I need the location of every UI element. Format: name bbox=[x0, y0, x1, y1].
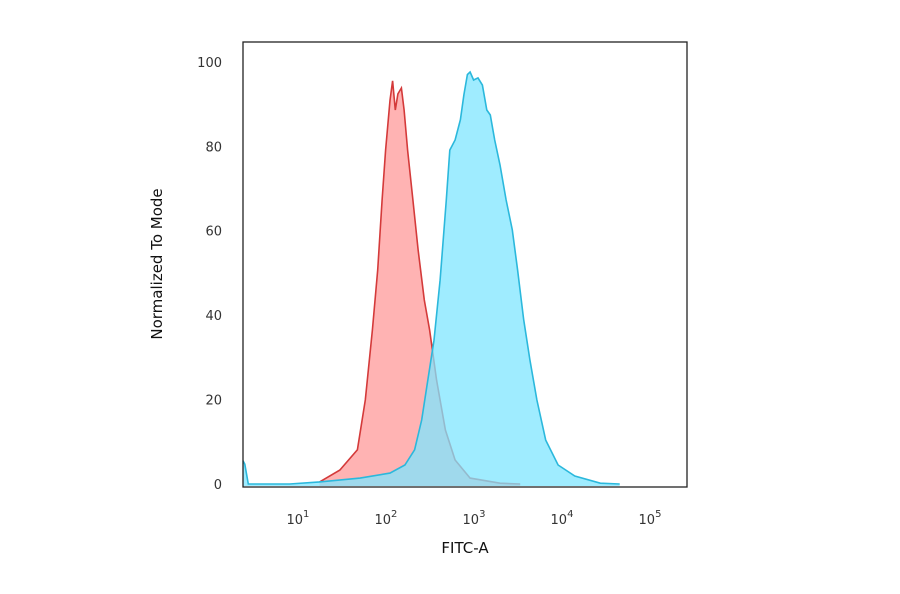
antibody-stained-area bbox=[243, 72, 620, 486]
x-tick-label: 102 bbox=[375, 509, 398, 528]
y-axis-label: Normalized To Mode bbox=[148, 188, 166, 339]
y-tick-label: 60 bbox=[205, 225, 222, 240]
x-tick-label: 103 bbox=[463, 509, 486, 528]
x-tick-label: 104 bbox=[551, 509, 574, 528]
plot-frame bbox=[242, 41, 688, 488]
x-tick-label: 105 bbox=[639, 509, 662, 528]
y-tick-label: 80 bbox=[205, 140, 222, 155]
isotype-control-area bbox=[319, 80, 521, 487]
y-tick-labels: 0 20 40 60 80 100 bbox=[197, 56, 222, 493]
y-tick-label: 100 bbox=[197, 56, 222, 71]
x-tick-label: 101 bbox=[287, 509, 310, 528]
x-axis-label: FITC-A bbox=[441, 539, 489, 557]
y-tick-label: 0 bbox=[214, 478, 222, 493]
x-tick-labels: 101 102 103 104 105 bbox=[287, 509, 662, 528]
antibody-stained-line bbox=[242, 70, 620, 485]
y-tick-label: 40 bbox=[205, 309, 222, 324]
y-tick-label: 20 bbox=[205, 394, 222, 409]
series-layer bbox=[242, 70, 620, 487]
